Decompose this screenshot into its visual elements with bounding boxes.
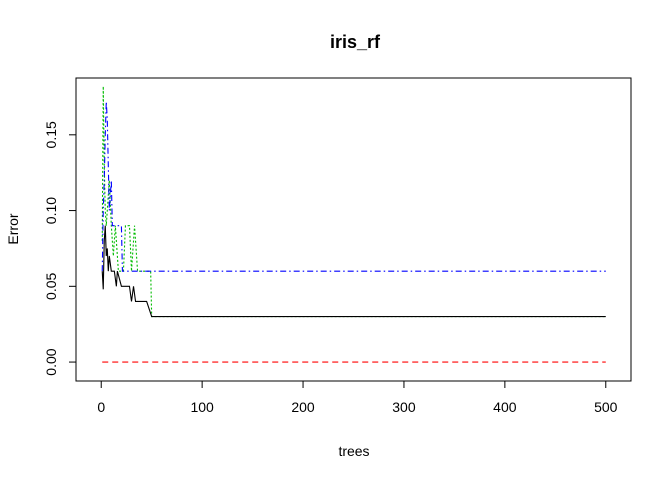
plot-area <box>101 86 606 363</box>
y-tick-label: 0.00 <box>43 348 59 375</box>
y-tick-label: 0.10 <box>43 197 59 224</box>
y-axis: 0.00 0.05 0.10 0.15 <box>43 121 77 376</box>
x-tick-label: 500 <box>594 399 618 415</box>
x-tick-label: 0 <box>97 399 105 415</box>
x-tick-label: 400 <box>493 399 517 415</box>
x-axis: 0 100 200 300 400 500 <box>97 380 618 415</box>
x-tick-label: 300 <box>392 399 416 415</box>
series-line-2 <box>101 86 606 318</box>
x-axis-label: trees <box>338 443 369 459</box>
x-tick-label: 100 <box>190 399 214 415</box>
series-line-3 <box>101 101 606 272</box>
y-tick-label: 0.05 <box>43 272 59 299</box>
y-axis-label: Error <box>5 213 21 244</box>
y-tick-label: 0.15 <box>43 121 59 148</box>
chart-title: iris_rf <box>330 32 381 52</box>
series-line-4 <box>101 225 606 318</box>
plot-frame <box>75 77 632 382</box>
x-tick-label: 200 <box>291 399 315 415</box>
